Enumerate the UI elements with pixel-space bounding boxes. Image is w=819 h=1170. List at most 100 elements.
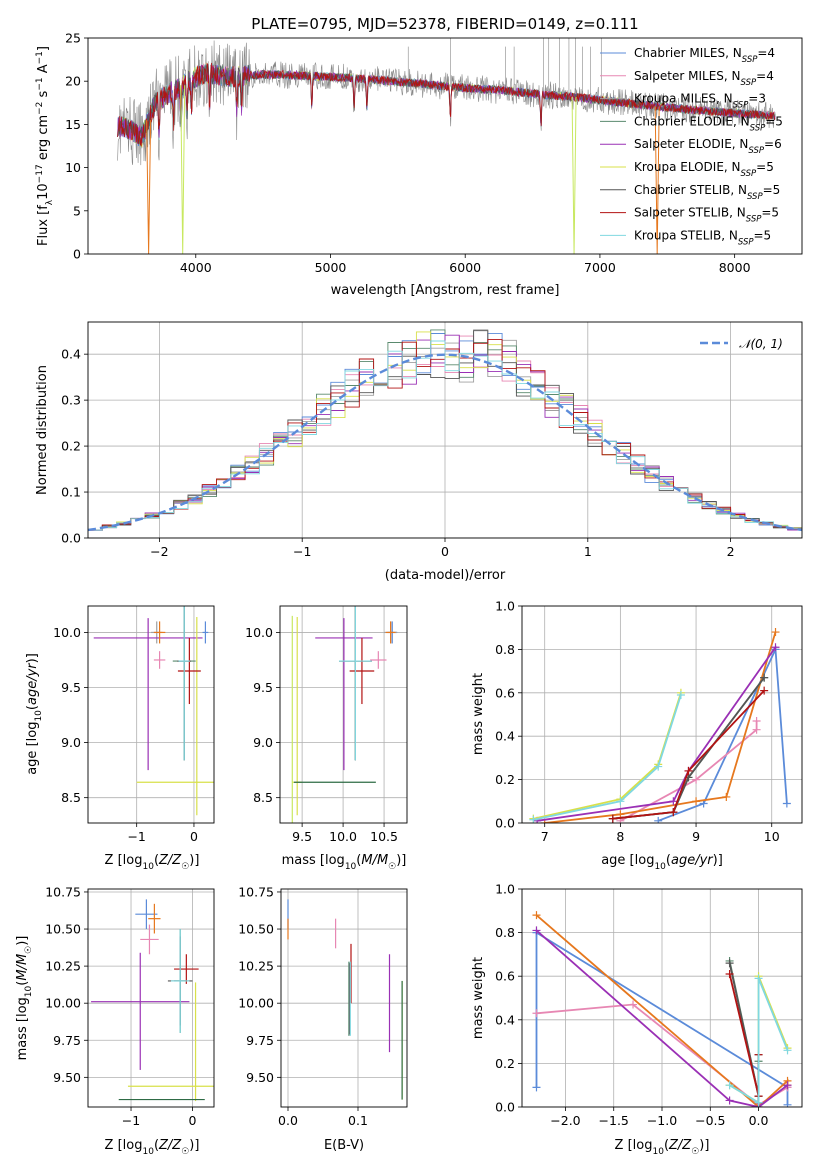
y-tick-label: 10.50: [238, 922, 274, 937]
legend-entry-name: Salpeter MILES, N: [634, 69, 741, 83]
model-dip: [180, 85, 186, 254]
legend-entry-name: Kroupa STELIB, N: [634, 228, 738, 242]
x-tick-label: 10.5: [370, 829, 398, 844]
y-tick-label: 0.2: [61, 439, 81, 454]
y-tick-label: 20: [65, 74, 81, 89]
mass-weight-marker: [782, 799, 791, 808]
y-tick-label: 0: [73, 247, 81, 262]
y-axis-label-part: λ: [45, 199, 55, 205]
x-axis-label-part: M/M: [361, 853, 388, 868]
x-axis-label: Z [log10(Z/Z☉)]: [105, 853, 200, 872]
mass-weight-marker: [725, 1081, 734, 1090]
y-axis-label: age [log10(age/yr)]: [25, 653, 44, 775]
age_vs_Z-panel: −1 08.59.09.510.0Z [log10(Z/Z☉)]age [log1…: [25, 605, 215, 872]
x-axis-label-part: )]: [189, 853, 199, 868]
x-axis-label-part: Z [log: [105, 853, 143, 868]
legend-entry-count: =4: [757, 46, 775, 60]
mass-weight-marker: [669, 808, 678, 817]
x-axis-label: mass [log10(M/M☉)]: [282, 853, 407, 872]
y-tick-label: 1.0: [495, 599, 515, 614]
mass_vs_ebv-plot-area: [281, 889, 407, 1107]
x-tick-label: −2.0: [550, 1113, 580, 1128]
x-tick-label: −1: [122, 1113, 140, 1128]
x-axis-label: (data-model)/error: [385, 568, 506, 583]
massweight_vs_age-plot-area: [522, 606, 802, 823]
legend-entry-name: Chabrier STELIB, N: [634, 183, 747, 197]
mass-weight-line: [619, 721, 758, 822]
mass-weight-marker: [754, 974, 763, 983]
x-tick-label: 0.0: [749, 1113, 769, 1128]
x-axis-label-part: Z/Z: [158, 1138, 182, 1153]
mass-weight-marker: [692, 775, 701, 784]
y-axis-label-part: −17: [35, 164, 45, 183]
x-axis-label-part: Z [log: [105, 1138, 143, 1153]
x-tick-label: 6000: [449, 260, 481, 275]
legend-entry: Kroupa MILES, NSSP=3: [634, 92, 766, 111]
x-axis-label-part: (: [666, 853, 671, 868]
y-tick-label: 1.0: [495, 882, 515, 897]
age_vs_mass-panel: 9.5 10.0 10.5 8.5 9.0 9.5 10.0 mass [log10(M/M☉…: [245, 605, 408, 872]
legend-entry: Chabrier MILES, NSSP=4: [634, 46, 775, 65]
legend-entry-sub: SSP: [741, 169, 757, 179]
y-tick-label: 0.0: [495, 1100, 515, 1115]
x-axis-label-part: age/yr: [671, 853, 714, 868]
x-axis-label: age [log10(age/yr)]: [601, 853, 723, 872]
mass-weight-marker: [692, 797, 701, 806]
legend-entry: Kroupa STELIB, NSSP=5: [634, 228, 771, 247]
y-axis-label-part: )]: [15, 936, 30, 946]
x-tick-label: −2: [150, 544, 168, 559]
y-tick-label: 0.3: [61, 393, 81, 408]
legend-entry-name: Chabrier ELODIE, N: [634, 114, 750, 128]
mass-weight-marker: [532, 926, 541, 935]
mass-weight-marker: [725, 1096, 734, 1105]
x-tick-label: 10: [764, 829, 780, 844]
legend-entry-count: =5: [761, 206, 779, 220]
legend-entry-sub: SSP: [746, 215, 762, 225]
axes-frame: [87, 888, 215, 1108]
age_vs_mass-plot-area: [280, 606, 407, 823]
legend-entry: 𝒩(0, 1): [739, 337, 783, 351]
legend-entry-count: =5: [765, 114, 783, 128]
x-axis-label-part: 10: [654, 862, 666, 872]
x-axis-label-part: )]: [713, 853, 723, 868]
y-axis-label-part: 10: [24, 985, 34, 997]
x-tick-label: 1: [584, 544, 592, 559]
x-tick-label: 5000: [315, 260, 347, 275]
mass-weight-marker: [676, 690, 685, 699]
mass-weight-marker: [654, 816, 663, 823]
y-axis-label-part: Flux [f: [36, 205, 51, 246]
legend-entry: Salpeter MILES, NSSP=4: [634, 69, 774, 88]
legend-entry-name: Salpeter STELIB, N: [634, 206, 746, 220]
x-tick-label: 0: [189, 1113, 197, 1128]
axes-frame: [279, 605, 408, 824]
mass-weight-marker: [532, 1083, 541, 1092]
mass-weight-marker: [629, 1000, 638, 1009]
y-tick-label: 10.25: [238, 959, 274, 974]
x-axis-label-part: ☉: [691, 1147, 699, 1157]
x-axis-label-part: )]: [699, 1138, 709, 1153]
massweight_vs_Z-panel: −2.0 −1.5 −1.0 −0.5 0.0 0.0 0.2 0.4 0.6 0.8 1.0 Z […: [471, 882, 803, 1157]
mass-weight-marker: [532, 911, 541, 920]
y-axis-label: mass [log10(M/M☉)]: [15, 936, 34, 1061]
legend-entry-sub: SSP: [748, 146, 764, 156]
y-tick-label: 5: [73, 203, 81, 218]
axes-frame: [521, 888, 803, 1108]
mass-weight-marker: [529, 815, 538, 823]
axes-frame: [87, 605, 215, 824]
y-axis-label: mass weight: [471, 957, 486, 1039]
y-axis-label: Flux [fλ10−17 erg cm−2 s−1 A−1]: [35, 46, 55, 246]
legend-entry: Salpeter ELODIE, NSSP=6: [634, 137, 782, 156]
y-tick-label: 0.6: [495, 969, 515, 984]
mass-weight-marker: [725, 959, 734, 968]
y-axis-label-part: erg cm: [36, 115, 51, 164]
y-axis-label-part: A: [36, 64, 51, 77]
legend-entry-name: Kroupa ELODIE, N: [634, 160, 741, 174]
y-tick-label: 10.75: [238, 884, 274, 899]
x-tick-label: −1.5: [599, 1113, 629, 1128]
x-tick-label: 10.0: [329, 829, 357, 844]
legend-entry-sub: SSP: [750, 123, 766, 133]
legend-entry-count: =5: [754, 228, 772, 242]
mass-weight-marker: [616, 797, 625, 806]
y-tick-label: 8.5: [61, 790, 81, 805]
y-tick-label: 10.25: [45, 959, 81, 974]
